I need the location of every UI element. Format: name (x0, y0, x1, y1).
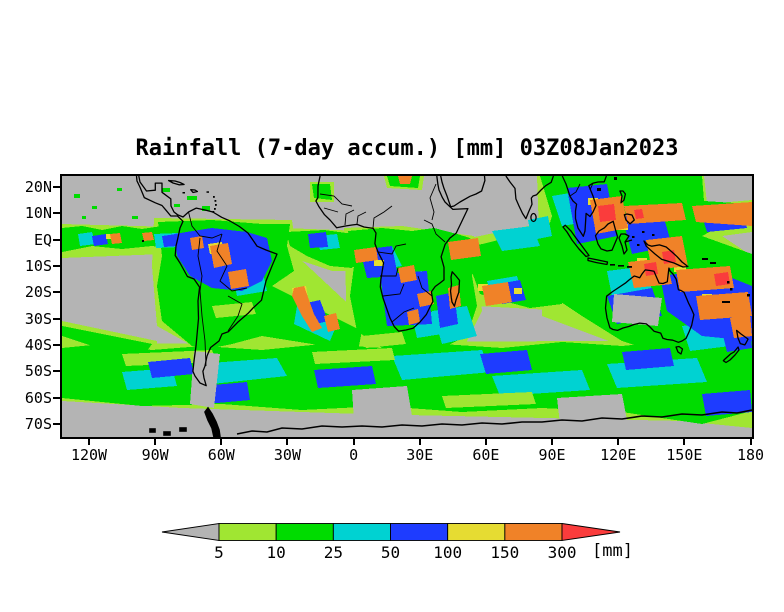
lon-tick-mark (484, 439, 487, 445)
lon-tick-label: 60W (207, 446, 235, 464)
lat-tick-label: 70S (24, 414, 52, 433)
lon-tick-label: 180 (736, 446, 765, 464)
lon-tick-label: 30W (273, 446, 301, 464)
lat-tick-label: 50S (24, 362, 52, 381)
lat-tick-label: 10S (24, 256, 52, 275)
lon-tick-label: 30E (406, 446, 434, 464)
colorbar-over-arrow (561, 522, 621, 542)
lat-tick-mark (53, 212, 61, 215)
lon-tick-mark (220, 439, 223, 445)
coastline-sulawesi (618, 233, 633, 255)
lat-tick-mark (53, 264, 61, 267)
lon-tick-mark (551, 439, 554, 445)
coastline-sumatra (562, 224, 590, 258)
colorbar-box (447, 523, 506, 541)
coastline-new-zealand (722, 329, 749, 364)
coastline-americas (135, 176, 278, 387)
lat-tick-label: 40S (24, 335, 52, 354)
rain-layer-orange (110, 176, 752, 338)
figure-title: Rainfall (7-day accum.) [mm] 03Z08Jan202… (135, 136, 679, 161)
colorbar-threshold-label: 50 (381, 543, 400, 562)
lat-tick-mark (53, 370, 61, 373)
coastline-antarctica (149, 406, 752, 437)
lat-tick-mark (53, 238, 61, 241)
lat-tick-mark (53, 396, 61, 399)
country-borders (188, 182, 594, 367)
lon-tick-mark (286, 439, 289, 445)
coastlines (135, 176, 749, 387)
coastline-australia (604, 267, 695, 343)
rainfall-map-canvas (62, 176, 752, 437)
lat-tick-mark (53, 422, 61, 425)
coastline-cuba-hispaniola (167, 179, 199, 194)
coastline-new-guinea (643, 240, 689, 268)
lon-tick-label: 0 (349, 446, 359, 464)
lat-tick-label: 20N (24, 178, 52, 196)
lat-tick-mark (53, 343, 61, 346)
coastline-madagascar (449, 271, 461, 307)
lat-tick-label: 60S (24, 388, 52, 407)
lon-tick-label: 90E (538, 446, 566, 464)
colorbar-box (218, 523, 277, 541)
lon-tick-mark (617, 439, 620, 445)
coastline-tasmania (675, 345, 684, 355)
colorbar-threshold-label: 300 (548, 543, 577, 562)
lat-tick-label: 20S (24, 283, 52, 302)
lon-tick-mark (88, 439, 90, 445)
colorbar-box (332, 523, 391, 541)
lon-tick-label: 60E (472, 446, 500, 464)
lat-tick-mark (53, 291, 61, 294)
colorbar-threshold-label: 10 (267, 543, 286, 562)
lat-tick-label: 30S (24, 309, 52, 328)
colorbar-threshold-label: 25 (324, 543, 343, 562)
small-islands (142, 177, 750, 303)
lon-tick-label: 90W (141, 446, 169, 464)
lat-tick-mark (53, 317, 61, 320)
colorbar-box (275, 523, 334, 541)
colorbar-under-arrow (161, 522, 220, 542)
colorbar-threshold-label: 150 (490, 543, 519, 562)
coastline-africa (315, 176, 469, 332)
coastline-arabia (440, 176, 486, 208)
colorbar: 5 10 25 50 100 150 300 (161, 522, 621, 562)
lon-tick-mark (154, 439, 157, 445)
coastline-philippines (619, 190, 635, 225)
colorbar-threshold-label: 100 (433, 543, 462, 562)
lat-tick-mark (53, 186, 61, 188)
lat-tick-label: EQ (33, 230, 52, 249)
lon-tick-mark (352, 439, 355, 445)
coastline-sri-lanka (530, 212, 537, 223)
lon-tick-label: 120W (70, 446, 108, 464)
lon-tick-mark (418, 439, 421, 445)
map-plot (60, 174, 754, 439)
colorbar-threshold-label: 5 (214, 543, 224, 562)
lat-tick-label: 10N (24, 204, 52, 223)
legend-unit-label: [mm] (592, 541, 633, 561)
lon-tick-label: 150E (666, 446, 703, 464)
colorbar-box (504, 523, 563, 541)
lon-tick-mark (749, 439, 752, 445)
lon-tick-label: 120E (600, 446, 637, 464)
colorbar-box (390, 523, 449, 541)
lon-tick-mark (683, 439, 686, 445)
coastline-borneo (594, 220, 619, 252)
coastline-java (587, 257, 609, 266)
coastline-india (505, 176, 555, 220)
